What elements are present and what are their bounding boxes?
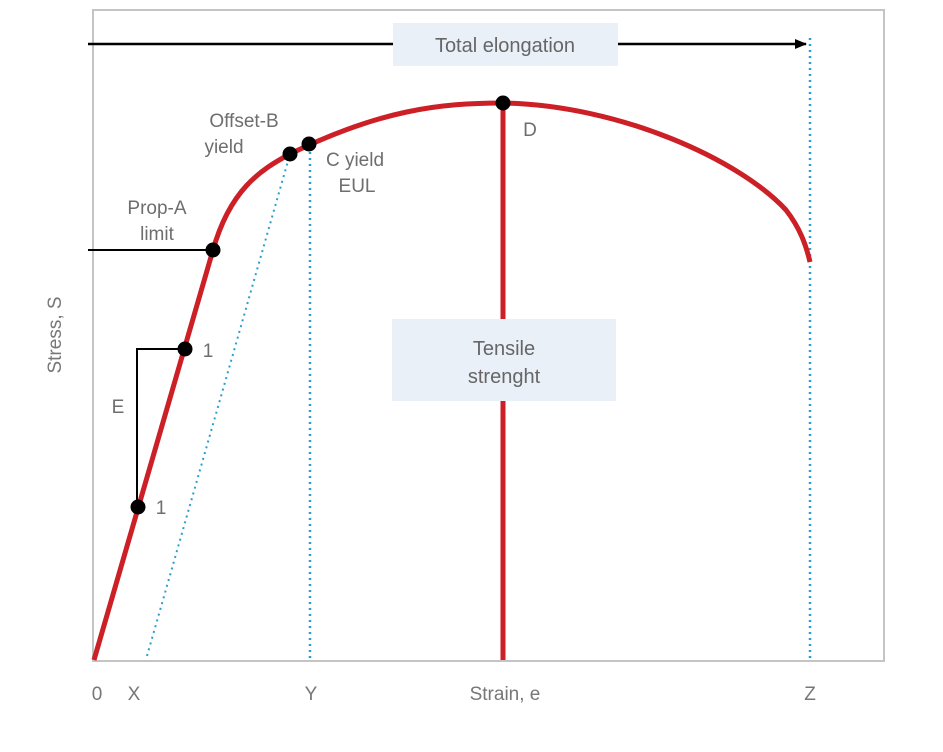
tensile-strength-label-2: strenght <box>468 366 541 388</box>
x-tick-origin: 0 <box>92 684 103 705</box>
x-tick-z: Z <box>804 684 816 705</box>
x-axis-label: Strain, e <box>470 684 541 705</box>
point-modulus-lower <box>130 499 146 515</box>
total-elongation-box <box>393 23 618 66</box>
plot-frame <box>92 9 885 662</box>
point-d <box>495 95 511 111</box>
tensile-strength-label-1: Tensile <box>473 338 535 360</box>
tensile-strength-box <box>392 319 616 401</box>
point-prop-a <box>205 242 221 258</box>
c-yield-label-2: EUL <box>339 176 376 197</box>
modulus-step-lower: 1 <box>156 498 167 519</box>
offset-b-label-1: Offset-B <box>209 111 278 132</box>
x-tick-y: Y <box>305 684 318 705</box>
prop-a-label-1: Prop-A <box>127 198 186 219</box>
point-modulus-upper <box>177 341 193 357</box>
prop-a-label-2: limit <box>140 224 174 245</box>
modulus-label: E <box>112 397 125 418</box>
offset-b-label-2: yield <box>204 137 243 158</box>
d-label: D <box>523 120 537 141</box>
point-offset-b <box>282 146 298 162</box>
modulus-bracket <box>136 348 185 507</box>
modulus-step-upper: 1 <box>203 341 214 362</box>
y-axis-label: Stress, S <box>45 296 66 373</box>
x-tick-x: X <box>128 684 141 705</box>
point-c-yield <box>301 136 317 152</box>
total-elongation-label: Total elongation <box>435 35 575 57</box>
c-yield-label-1: C yield <box>326 150 384 171</box>
